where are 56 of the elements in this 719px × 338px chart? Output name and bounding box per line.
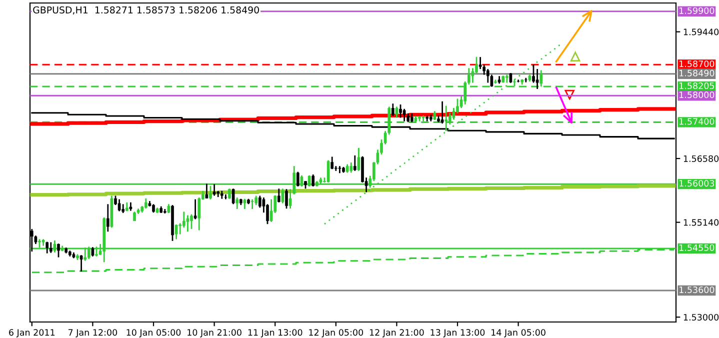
y-tick-label: 1.53000 xyxy=(684,314,719,321)
x-tick-label: 7 Jan 12:00 xyxy=(68,329,118,338)
candlestick xyxy=(106,203,110,232)
candlestick xyxy=(198,196,201,231)
candlestick xyxy=(486,68,490,84)
x-tick-label: 11 Jan 13:00 xyxy=(248,329,302,338)
ref-line-label: 1.54550 xyxy=(680,244,714,251)
candlestick xyxy=(250,198,254,210)
candlestick xyxy=(524,77,528,83)
candlestick xyxy=(258,195,262,208)
candlestick xyxy=(178,222,182,235)
candlestick xyxy=(350,162,353,174)
candlestick xyxy=(232,188,235,205)
candlestick xyxy=(478,56,482,70)
candlestick xyxy=(312,174,315,188)
ref-line-label: 1.53600 xyxy=(680,286,714,294)
ref-line-label: 1.58700 xyxy=(680,60,714,68)
y-tick-label: 1.55140 xyxy=(684,219,719,226)
candlestick xyxy=(224,194,228,200)
ref-line-label: 1.58000 xyxy=(680,92,714,98)
candlestick xyxy=(133,210,136,222)
candlestick xyxy=(330,156,334,170)
x-tick-label: 6 Jan 2011 xyxy=(9,329,55,338)
candlestick xyxy=(190,214,193,230)
candlestick xyxy=(285,188,288,210)
candlestick xyxy=(452,107,456,120)
candlestick xyxy=(399,104,402,118)
ref-line-label: 1.56003 xyxy=(680,180,714,187)
x-tick-label: 14 Jan 05:00 xyxy=(492,329,546,338)
candlestick xyxy=(228,188,231,200)
y-tick-label: 1.56580 xyxy=(684,155,719,162)
candlestick xyxy=(277,188,280,204)
candlestick xyxy=(254,195,258,206)
candlestick xyxy=(536,68,539,90)
candlestick xyxy=(57,242,60,258)
y-tick-label: 1.59440 xyxy=(684,28,719,36)
chart-title: GBPUSD,H1 1.58271 1.58573 1.58206 1.58490 xyxy=(33,6,259,14)
x-tick-label: 13 Jan 13:00 xyxy=(430,329,485,338)
candlestick xyxy=(243,198,246,210)
candlestick xyxy=(236,196,239,210)
candlestick xyxy=(212,184,216,196)
x-tick-label: 12 Jan 21:00 xyxy=(370,329,424,338)
candlestick xyxy=(194,198,197,220)
x-tick-label: 10 Jan 21:00 xyxy=(188,329,242,338)
candlestick xyxy=(391,102,394,117)
candlestick xyxy=(296,171,300,188)
ref-line-label: 1.58205 xyxy=(680,82,714,90)
x-tick-label: 12 Jan 05:00 xyxy=(309,329,364,338)
candlestick xyxy=(49,242,52,254)
ref-line-label: 1.59900 xyxy=(680,7,714,14)
ref-line-label: 1.58490 xyxy=(680,70,714,76)
ref-line-label: 1.57400 xyxy=(680,118,714,125)
candlestick xyxy=(353,154,356,172)
candlestick xyxy=(174,224,178,240)
x-tick-label: 10 Jan 05:00 xyxy=(126,329,181,338)
candlestick xyxy=(144,198,148,210)
